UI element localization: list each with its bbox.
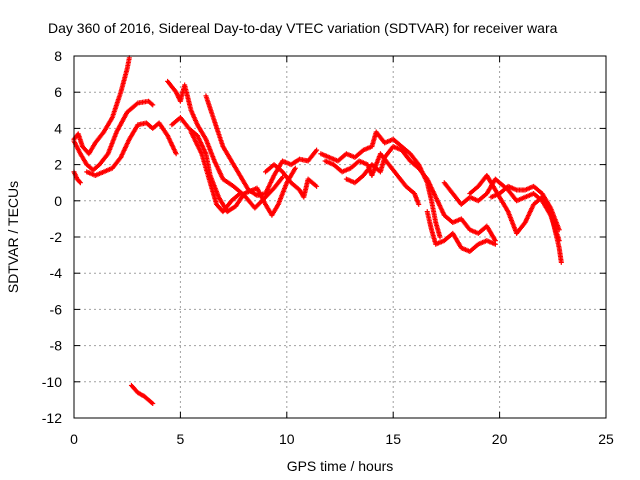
plot-frame bbox=[73, 55, 607, 419]
y-tick-label: 0 bbox=[54, 193, 62, 209]
y-tick-label: -2 bbox=[50, 229, 63, 245]
data-point bbox=[556, 227, 562, 233]
y-tick-label: -6 bbox=[50, 301, 63, 317]
x-tick-label: 0 bbox=[70, 431, 78, 447]
series-trace-d bbox=[71, 169, 83, 186]
series-trace-a bbox=[71, 55, 132, 157]
x-axis-label: GPS time / hours bbox=[287, 458, 394, 474]
data-point bbox=[149, 101, 155, 107]
y-tick-label: -8 bbox=[50, 338, 63, 354]
series-trace-l bbox=[343, 144, 498, 244]
x-tick-label: 20 bbox=[492, 431, 508, 447]
y-tick-label: -10 bbox=[42, 374, 62, 390]
data-point bbox=[280, 174, 286, 180]
data-point bbox=[492, 241, 498, 247]
series-trace-f bbox=[169, 115, 298, 218]
series-trace-j bbox=[318, 129, 443, 240]
x-tick-label: 10 bbox=[279, 431, 295, 447]
series-trace-c bbox=[84, 120, 179, 178]
data-layer bbox=[71, 55, 564, 407]
y-axis-label: SDTVAR / TECUs bbox=[5, 181, 21, 293]
y-tick-label: -12 bbox=[42, 410, 62, 426]
series-trace-q bbox=[128, 382, 156, 407]
x-tick-label: 25 bbox=[598, 431, 614, 447]
series-trace-b bbox=[71, 98, 156, 173]
data-point bbox=[237, 191, 243, 197]
data-point bbox=[558, 259, 564, 265]
data-point bbox=[314, 183, 320, 189]
series-trace-g bbox=[203, 93, 320, 198]
data-point bbox=[437, 234, 443, 240]
y-tick-label: 8 bbox=[54, 48, 62, 64]
series-trace-i bbox=[263, 162, 320, 200]
series-trace-m bbox=[424, 209, 498, 254]
series-trace-e bbox=[165, 78, 286, 211]
series-trace-p bbox=[488, 183, 562, 233]
x-tick-label: 15 bbox=[385, 431, 401, 447]
data-point bbox=[77, 180, 83, 186]
data-point bbox=[416, 201, 422, 207]
data-point bbox=[173, 151, 179, 157]
data-point bbox=[314, 147, 320, 153]
data-point bbox=[77, 179, 83, 185]
tick-labels: 0 5 10 15 20 25 -12 -10 -8 -6 -4 -2 0 2 4 6 8 bbox=[42, 48, 614, 447]
y-tick-label: 4 bbox=[54, 120, 62, 136]
series-trace-o bbox=[467, 172, 564, 265]
data-point bbox=[149, 400, 155, 406]
data-point bbox=[150, 401, 156, 407]
data-point bbox=[150, 102, 156, 108]
y-tick-label: 6 bbox=[54, 84, 62, 100]
x-tick-label: 5 bbox=[177, 431, 185, 447]
data-point bbox=[292, 165, 298, 171]
y-tick-label: -4 bbox=[50, 265, 63, 281]
series-trace-h bbox=[188, 129, 243, 215]
chart-title: Day 360 of 2016, Sidereal Day-to-day VTE… bbox=[48, 20, 558, 36]
series-trace-n bbox=[441, 176, 562, 244]
y-tick-label: 2 bbox=[54, 157, 62, 173]
grid-lines bbox=[74, 56, 606, 418]
